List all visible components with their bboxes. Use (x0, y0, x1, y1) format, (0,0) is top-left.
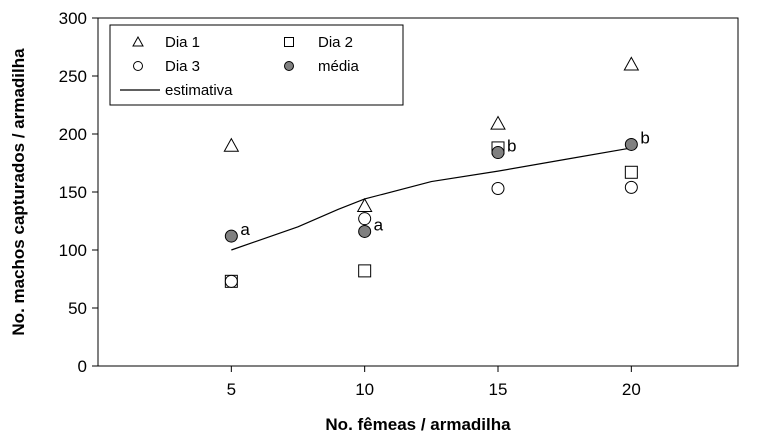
legend: Dia 1 Dia 2 Dia 3 média estimativa (109, 24, 404, 106)
point-circle-filled (224, 229, 238, 243)
point-circle-open (624, 180, 638, 194)
legend-marker (132, 35, 144, 47)
legend-box (109, 24, 404, 106)
point-circle-filled (358, 224, 372, 238)
x-tick-label: 5 (227, 380, 236, 399)
point-square-open (624, 165, 638, 179)
point-circle-open (224, 274, 238, 288)
y-tick-label: 300 (59, 9, 87, 28)
point-triangle-open (356, 197, 373, 213)
point-annotation: b (507, 137, 516, 156)
point-annotation: a (240, 220, 250, 239)
y-tick-label: 250 (59, 67, 87, 86)
y-tick-label: 200 (59, 125, 87, 144)
y-tick-label: 100 (59, 241, 87, 260)
legend-label: Dia 2 (318, 34, 353, 51)
y-tick-label: 150 (59, 183, 87, 202)
legend-marker (133, 61, 143, 71)
legend-label: estimativa (165, 82, 233, 99)
y-tick-label: 50 (68, 299, 87, 318)
legend-label: Dia 1 (165, 34, 200, 51)
point-circle-filled (624, 137, 638, 151)
legend-label: Dia 3 (165, 58, 200, 75)
x-tick-label: 20 (622, 380, 641, 399)
data-points (223, 56, 640, 288)
point-circle-open (491, 182, 505, 196)
estimate-line-group (231, 147, 632, 251)
x-tick-label: 10 (355, 380, 374, 399)
point-triangle-open (223, 137, 240, 152)
x-axis-title: No. fêmeas / armadilha (325, 415, 511, 434)
estimate-line (231, 147, 632, 251)
point-circle-filled (491, 146, 505, 160)
y-tick-label: 0 (78, 357, 87, 376)
legend-marker (284, 61, 294, 71)
x-axis: 5 10 15 20 (227, 366, 641, 399)
y-axis: 0 50 100 150 200 250 300 (59, 9, 98, 376)
point-circle-open (358, 212, 372, 226)
point-annotation: a (374, 215, 384, 234)
point-annotations: a a b b (240, 128, 649, 239)
x-tick-label: 15 (489, 380, 508, 399)
point-annotation: b (640, 128, 649, 147)
point-triangle-open (623, 56, 640, 71)
point-square-open (358, 264, 372, 278)
legend-label: média (318, 58, 360, 75)
legend-marker (284, 37, 294, 47)
y-axis-title: No. machos capturados / armadilha (9, 48, 28, 336)
point-triangle-open (490, 115, 506, 130)
